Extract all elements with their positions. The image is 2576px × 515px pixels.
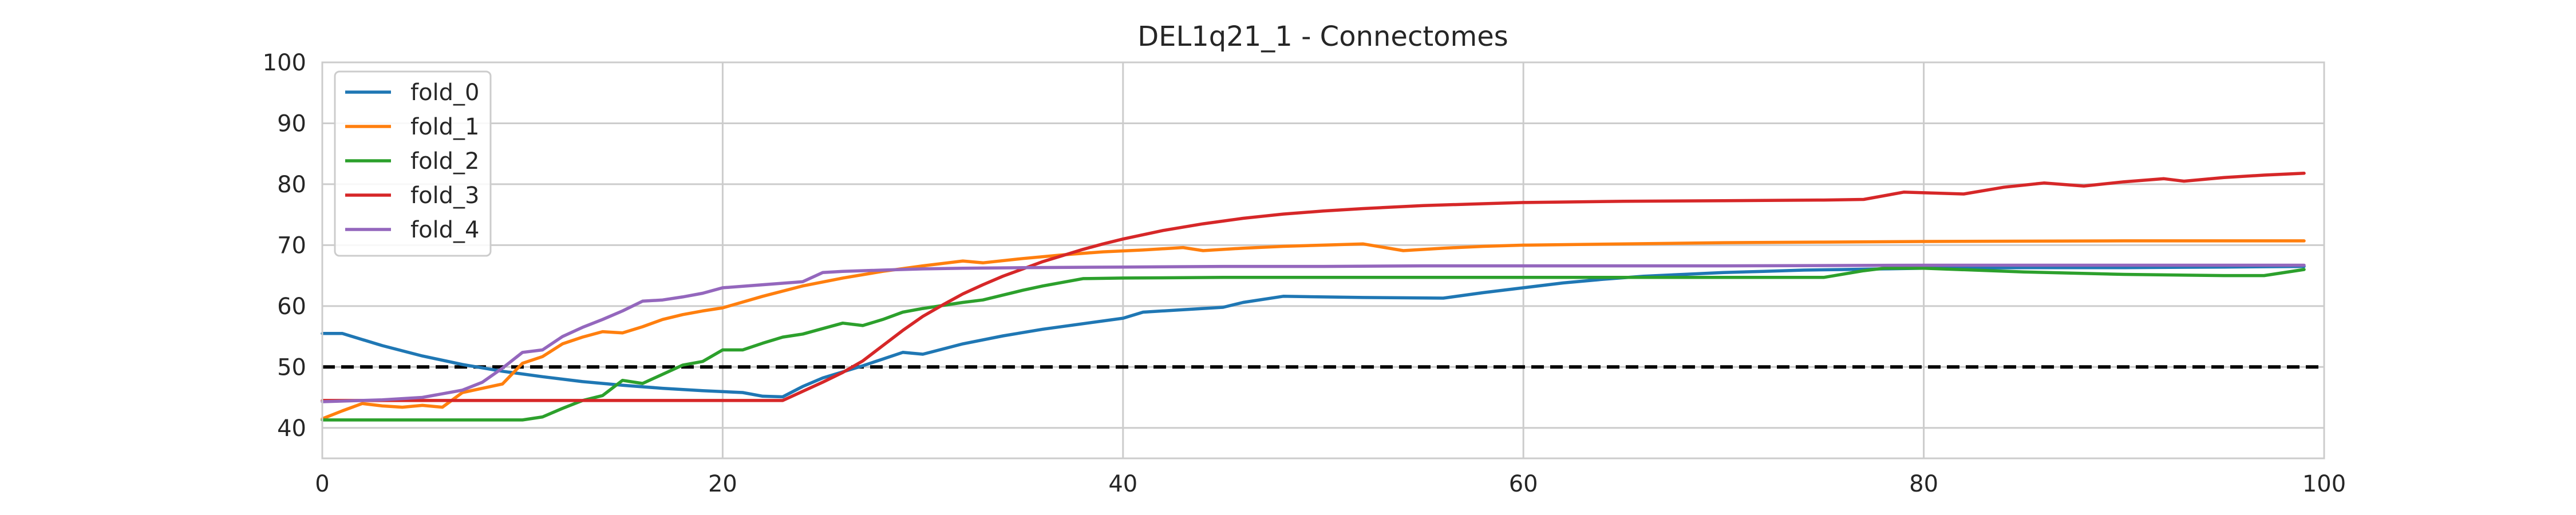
y-tick-label: 40 xyxy=(277,415,306,442)
legend: fold_0 fold_1 fold_2 fold_3 fold_4 xyxy=(334,70,492,257)
chart-title: DEL1q21_1 - Connectomes xyxy=(1137,21,1508,53)
x-tick-label: 100 xyxy=(2302,471,2346,497)
x-tick-label: 80 xyxy=(1909,471,1938,497)
plot-frame xyxy=(321,61,2325,459)
tick-labels: 0 20 40 60 80 100 40 50 60 70 80 90 100 xyxy=(263,50,2346,497)
x-tick-label: 60 xyxy=(1509,471,1538,497)
legend-label: fold_1 xyxy=(410,114,480,140)
x-tick-label: 0 xyxy=(315,471,329,497)
y-tick-label: 80 xyxy=(277,172,306,198)
x-tick-label: 40 xyxy=(1108,471,1137,497)
y-tick-label: 50 xyxy=(277,354,306,381)
legend-box xyxy=(334,70,492,257)
y-tick-label: 60 xyxy=(277,294,306,320)
series-lines xyxy=(321,172,2306,422)
legend-label: fold_3 xyxy=(410,183,480,209)
y-tick-label: 90 xyxy=(277,110,306,137)
legend-label: fold_4 xyxy=(410,217,480,243)
legend-label: fold_0 xyxy=(410,80,480,106)
y-tick-label: 100 xyxy=(263,50,306,76)
series-line-fold-3 xyxy=(321,172,2306,402)
series-line-fold-1 xyxy=(321,239,2306,421)
plot-background xyxy=(322,62,2324,458)
x-tick-label: 20 xyxy=(708,471,737,497)
series-line-fold-4 xyxy=(321,263,2306,403)
y-tick-label: 70 xyxy=(277,232,306,259)
legend-label: fold_2 xyxy=(410,148,480,175)
